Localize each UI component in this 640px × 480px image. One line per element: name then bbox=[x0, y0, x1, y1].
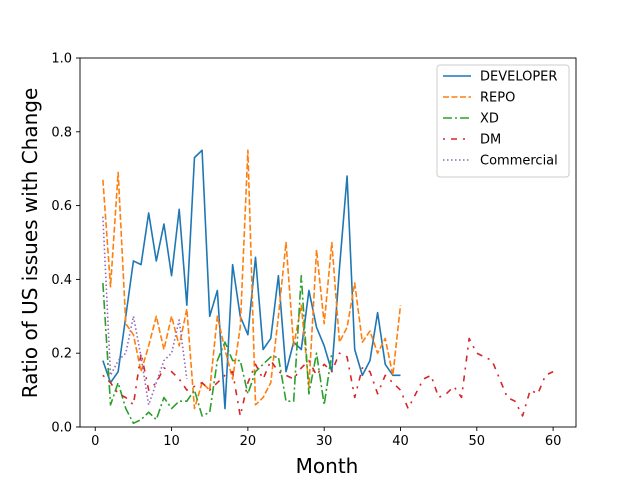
y-tick-label: 0.2 bbox=[51, 347, 72, 362]
x-tick-label: 20 bbox=[240, 434, 257, 449]
series-line-repo bbox=[102, 149, 402, 410]
y-tick-label: 1.0 bbox=[51, 52, 72, 67]
y-tick-label: 0.8 bbox=[51, 125, 72, 140]
plot-area bbox=[102, 149, 554, 425]
legend-box bbox=[436, 64, 570, 178]
x-tick-label: 0 bbox=[91, 434, 99, 449]
x-tick-label: 50 bbox=[469, 434, 486, 449]
y-tick-label: 0.4 bbox=[51, 273, 72, 288]
y-tick-label: 0.0 bbox=[51, 421, 72, 436]
x-tick-label: 30 bbox=[316, 434, 333, 449]
y-tick-label: 0.6 bbox=[51, 199, 72, 214]
legend-label-xd: XD bbox=[480, 112, 499, 127]
y-axis-title: Ratio of US issues with Change bbox=[18, 88, 42, 399]
x-tick-label: 10 bbox=[163, 434, 180, 449]
legend: DEVELOPER REPO XD DM Commercial bbox=[436, 64, 570, 178]
series-line-dm bbox=[102, 337, 554, 417]
legend-label-developer: DEVELOPER bbox=[480, 70, 557, 85]
legend-label-repo: REPO bbox=[480, 91, 515, 106]
x-tick-label: 60 bbox=[545, 434, 562, 449]
legend-label-commercial: Commercial bbox=[480, 154, 558, 169]
legend-label-dm: DM bbox=[480, 133, 501, 148]
series-line-commercial bbox=[102, 216, 188, 406]
series-line-xd bbox=[102, 274, 333, 425]
plot-frame bbox=[79, 57, 577, 428]
x-tick-label: 40 bbox=[392, 434, 409, 449]
axes: 0 10 20 30 40 50 60 0.0 0.2 0.4 0.6 0.8 1.0 bbox=[51, 52, 577, 449]
x-axis-title: Month bbox=[296, 454, 359, 478]
